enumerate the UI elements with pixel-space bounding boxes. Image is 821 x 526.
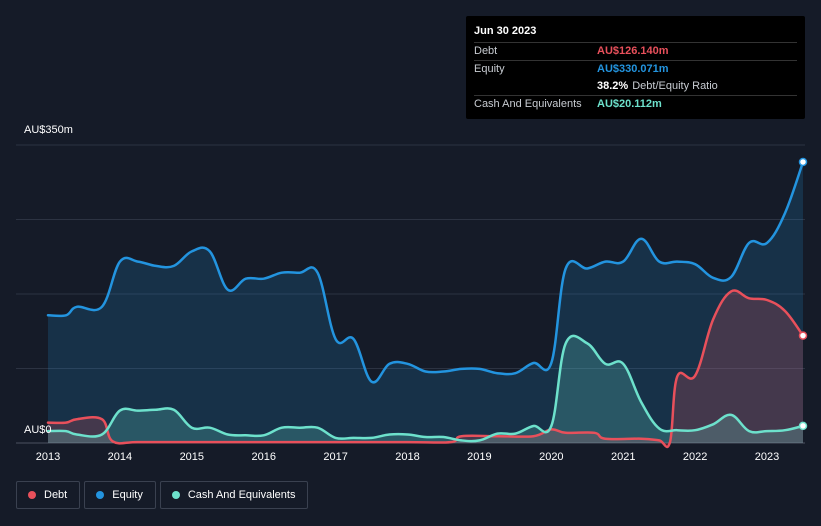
tooltip-row-equity: Equity AU$330.071m xyxy=(474,61,797,78)
debt-end-point[interactable] xyxy=(798,331,808,340)
x-axis-ticks: 2013 2014 2015 2016 2017 2018 2019 2020 2021 2022… xyxy=(36,451,780,463)
legend-label-debt: Debt xyxy=(44,489,68,501)
equity-end-point[interactable] xyxy=(798,157,808,167)
x-tick-label: 2017 xyxy=(323,451,347,463)
legend-label-equity: Equity xyxy=(112,489,143,501)
series-lines xyxy=(46,160,805,449)
x-tick-label: 2020 xyxy=(539,451,563,463)
tooltip-ratio-label: Debt/Equity Ratio xyxy=(632,80,718,92)
x-tick-label: 2013 xyxy=(36,451,60,463)
tooltip-row-cash: Cash And Equivalents AU$20.112m xyxy=(474,96,797,113)
y-axis-bottom-label: AU$0 xyxy=(24,424,52,436)
y-axis-top-label: AU$350m xyxy=(24,124,73,136)
debt-dot-icon xyxy=(28,491,36,499)
legend-label-cash: Cash And Equivalents xyxy=(187,489,296,501)
x-tick-label: 2021 xyxy=(611,451,635,463)
x-tick-label: 2016 xyxy=(251,451,275,463)
tooltip-ratio-value: 38.2% xyxy=(597,80,629,92)
tooltip-date: Jun 30 2023 xyxy=(474,24,797,43)
legend-item-equity[interactable]: Equity xyxy=(84,481,156,509)
equity-area xyxy=(48,162,803,443)
tooltip-debt-value: AU$126.140m xyxy=(597,45,669,57)
tooltip-cash-label: Cash And Equivalents xyxy=(474,98,582,110)
tooltip-equity-value: AU$330.071m xyxy=(597,63,669,75)
equity-dot-icon xyxy=(96,491,105,499)
debt-area xyxy=(48,290,803,447)
x-tick-label: 2023 xyxy=(755,451,779,463)
cash-and-equivalents-line xyxy=(46,334,805,443)
chart-legend: Debt Equity Cash And Equivalents xyxy=(16,481,312,509)
legend-item-debt[interactable]: Debt xyxy=(16,481,81,509)
tooltip-cash-value: AU$20.112m xyxy=(597,98,662,110)
x-tick-label: 2014 xyxy=(108,451,132,463)
series-end-points xyxy=(798,157,808,431)
grid-lines xyxy=(16,144,805,444)
tooltip-row-debt: Debt AU$126.140m xyxy=(474,43,797,61)
tooltip-debt-label: Debt xyxy=(474,45,498,57)
tooltip-equity-label: Equity xyxy=(474,63,505,75)
series-areas xyxy=(48,162,803,447)
equity-line xyxy=(46,160,805,384)
x-tick-label: 2018 xyxy=(395,451,419,463)
cash-dot-icon xyxy=(171,491,180,499)
cash-and-equivalents-end-point[interactable] xyxy=(798,421,808,431)
data-tooltip: Jun 30 2023 Debt AU$126.140m Equity AU$3… xyxy=(466,16,805,119)
legend-item-cash[interactable]: Cash And Equivalents xyxy=(159,481,309,509)
tooltip-row-ratio: 38.2% Debt/Equity Ratio xyxy=(474,78,797,96)
x-tick-label: 2022 xyxy=(683,451,707,463)
x-tick-label: 2015 xyxy=(180,451,204,463)
x-tick-label: 2019 xyxy=(467,451,491,463)
debt-line xyxy=(46,289,805,449)
